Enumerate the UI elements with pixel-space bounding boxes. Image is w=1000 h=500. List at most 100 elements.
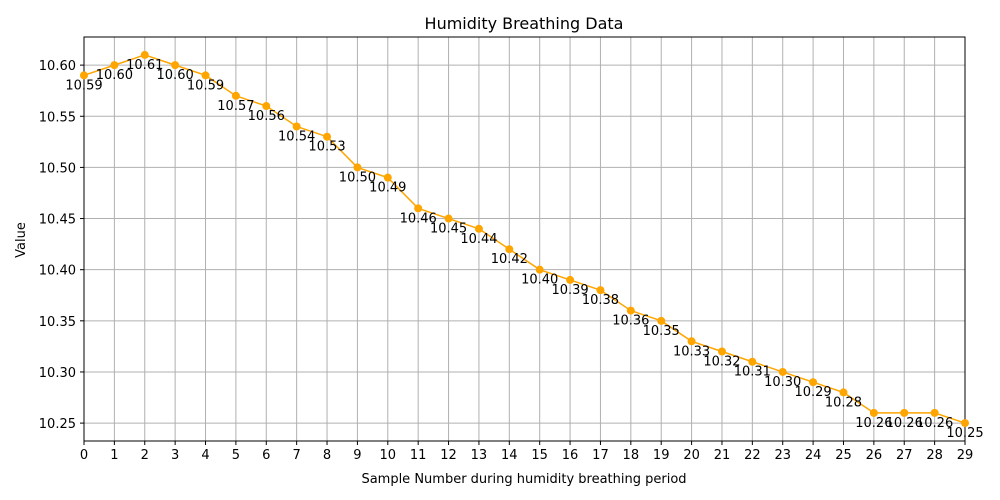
x-tick-label: 0 (80, 448, 88, 463)
data-label: 10.60 (157, 68, 194, 83)
x-tick-label: 23 (774, 448, 791, 463)
x-tick-label: 12 (440, 448, 457, 463)
data-label: 10.38 (582, 293, 619, 308)
data-point (778, 367, 787, 376)
data-point (80, 71, 88, 80)
data-point (505, 245, 514, 254)
x-tick-label: 28 (926, 448, 943, 463)
y-tick-label: 10.50 (39, 161, 76, 176)
data-point (383, 173, 392, 182)
data-point (535, 265, 544, 274)
x-tick-label: 5 (232, 448, 240, 463)
data-label: 10.49 (369, 181, 406, 196)
data-label: 10.60 (96, 68, 133, 83)
x-tick-label: 4 (201, 448, 209, 463)
data-label: 10.36 (612, 314, 649, 329)
y-tick-label: 10.35 (39, 315, 76, 330)
plot-frame (83, 36, 966, 442)
data-label: 10.57 (217, 99, 254, 114)
series-layer (80, 50, 969, 428)
data-point (657, 316, 666, 325)
data-point (323, 132, 332, 141)
x-tick-label: 22 (744, 448, 761, 463)
data-point (110, 61, 119, 70)
data-point (444, 214, 453, 223)
data-point (961, 419, 969, 428)
data-point (930, 408, 939, 417)
x-tick-label: 8 (323, 448, 331, 463)
x-tick-label: 10 (380, 448, 397, 463)
data-point (687, 337, 696, 346)
x-tick-label: 20 (683, 448, 700, 463)
y-tick-label: 10.45 (39, 213, 76, 228)
x-tick-label: 11 (410, 448, 427, 463)
x-tick-label: 15 (531, 448, 548, 463)
data-point (748, 357, 757, 366)
chart-title: Humidity Breathing Data (425, 14, 624, 33)
y-tick-label: 10.25 (39, 417, 76, 432)
data-label: 10.30 (764, 375, 801, 390)
x-tick-label: 29 (957, 448, 974, 463)
data-label: 10.32 (703, 355, 740, 370)
data-point (171, 61, 180, 70)
axes: 0 1 2 3 4 5 6 7 8 9 10 11 12 13 14 15 16 17 18 19 20 21 22 23 24… (39, 36, 974, 463)
x-tick-label: 13 (471, 448, 488, 463)
data-label: 10.56 (248, 109, 285, 124)
data-point (292, 122, 301, 131)
data-label: 10.61 (126, 58, 163, 73)
data-point (626, 306, 635, 315)
data-point (262, 102, 271, 111)
data-label: 10.26 (886, 416, 923, 431)
data-label: 10.50 (339, 170, 376, 185)
data-point (474, 224, 483, 233)
data-label: 10.39 (551, 283, 588, 298)
x-tick-label: 9 (353, 448, 361, 463)
data-point (201, 71, 210, 80)
x-tick-label: 17 (592, 448, 609, 463)
grid (83, 37, 966, 441)
y-tick-label: 10.40 (39, 264, 76, 279)
data-label: 10.26 (916, 416, 953, 431)
data-label: 10.35 (643, 324, 680, 339)
data-label: 10.40 (521, 273, 558, 288)
data-labels: 10.5910.6010.6110.6010.5910.5710.5610.54… (65, 58, 983, 441)
y-tick-label: 10.60 (39, 59, 76, 74)
series-line (83, 54, 966, 424)
x-tick-label: 3 (171, 448, 179, 463)
data-label: 10.31 (734, 365, 771, 380)
x-tick-label: 25 (835, 448, 852, 463)
x-tick-label: 16 (562, 448, 579, 463)
data-point (809, 378, 818, 387)
data-label: 10.44 (460, 232, 497, 247)
data-label: 10.28 (825, 395, 862, 410)
data-point (596, 286, 605, 295)
data-point (717, 347, 726, 356)
data-label: 10.33 (673, 344, 710, 359)
x-axis-label: Sample Number during humidity breathing … (361, 472, 686, 487)
y-tick-label: 10.30 (39, 366, 76, 381)
data-label: 10.59 (187, 78, 224, 93)
x-tick-label: 24 (805, 448, 822, 463)
data-label: 10.45 (430, 222, 467, 237)
data-point (353, 163, 362, 172)
x-tick-label: 19 (653, 448, 670, 463)
data-point (414, 204, 423, 213)
x-tick-label: 2 (141, 448, 149, 463)
data-label: 10.42 (491, 252, 528, 267)
y-tick-label: 10.55 (39, 110, 76, 125)
data-label: 10.26 (855, 416, 892, 431)
data-label: 10.53 (308, 140, 345, 155)
x-tick-label: 1 (110, 448, 118, 463)
x-tick-label: 18 (623, 448, 640, 463)
x-tick-label: 27 (896, 448, 913, 463)
data-label: 10.59 (65, 78, 102, 93)
data-point (839, 388, 848, 397)
data-point (869, 408, 878, 417)
data-point (231, 91, 240, 100)
x-tick-label: 21 (714, 448, 731, 463)
data-point (900, 408, 909, 417)
data-label: 10.29 (794, 385, 831, 400)
data-point (140, 50, 149, 59)
